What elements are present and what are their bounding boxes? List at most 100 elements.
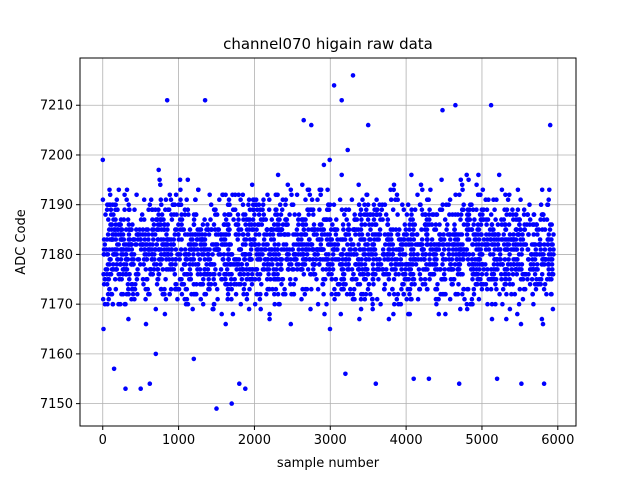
data-point [475,192,481,198]
data-point [228,242,233,247]
data-point [105,232,111,237]
data-point [353,262,359,267]
data-point [433,222,439,227]
data-point [176,222,181,227]
data-point [391,267,397,272]
data-point [343,282,348,287]
data-point [255,272,260,277]
data-point [131,252,137,257]
data-point [544,277,550,282]
data-point [529,242,535,247]
data-point [120,291,126,297]
data-point [514,262,520,267]
data-point [112,277,118,282]
data-point [110,262,116,267]
data-point [390,242,396,247]
data-point [450,252,456,257]
data-point [195,232,201,237]
data-point [353,277,358,282]
data-point [541,381,547,387]
plot-frame [79,57,577,427]
data-point [505,197,511,202]
data-point [246,197,252,202]
data-point [547,227,553,232]
data-point [531,212,537,217]
data-point [158,247,164,252]
data-point [123,252,129,257]
data-point [183,286,189,292]
data-point [505,242,510,247]
data-point [155,267,160,272]
data-point [164,247,170,252]
data-point [207,192,212,198]
data-point [261,212,267,217]
data-point [191,222,197,227]
data-point [506,257,511,262]
data-point [446,267,452,272]
data-point [458,212,464,217]
data-point [181,282,187,287]
data-point [489,267,494,272]
data-point [520,272,525,277]
data-point [187,267,193,272]
data-point [343,262,349,267]
data-point [391,291,397,297]
data-point [518,321,524,327]
data-point [479,286,485,292]
data-point [401,237,407,242]
data-point [403,232,409,237]
data-point [333,227,339,232]
data-point [202,232,208,237]
data-point [225,286,231,292]
data-point [158,252,164,257]
data-point [159,257,165,262]
data-point [191,252,196,257]
data-point [371,202,377,207]
data-point [452,232,458,237]
data-point [419,227,424,232]
data-point [428,187,433,193]
data-point [388,187,393,193]
data-point [219,277,225,282]
data-point [417,286,423,292]
data-point [243,242,248,247]
data-point [346,207,352,212]
data-point [222,237,228,242]
data-point [183,301,189,307]
data-point [408,257,413,262]
data-point [264,227,270,232]
data-point [226,197,232,202]
data-point [225,227,231,232]
data-point [269,227,274,232]
data-point [157,177,162,183]
data-point [402,272,408,277]
data-point [272,272,278,277]
y-axis: 7150 7160 7170 7180 7190 7200 7210 [40,99,80,412]
data-point [502,257,508,262]
data-point [123,386,128,392]
data-point [359,217,364,222]
data-point [321,291,326,297]
data-point [382,202,388,207]
data-point [232,277,237,282]
data-point [242,257,247,262]
data-point [261,237,267,242]
data-point [436,311,442,317]
data-point [375,212,380,217]
data-point [167,291,172,297]
data-point [403,227,409,232]
data-point [448,237,453,242]
data-point [156,167,161,173]
data-point [301,272,307,277]
data-point [104,207,110,212]
data-point [122,192,127,198]
data-point [271,237,277,242]
data-point [135,291,140,297]
data-point [466,227,472,232]
data-point [456,282,461,287]
data-point [445,232,451,237]
data-point [265,262,270,267]
data-point [236,282,242,287]
x-axis: 0 1000 2000 3000 4000 5000 6000 [99,426,574,448]
data-point [303,222,309,227]
